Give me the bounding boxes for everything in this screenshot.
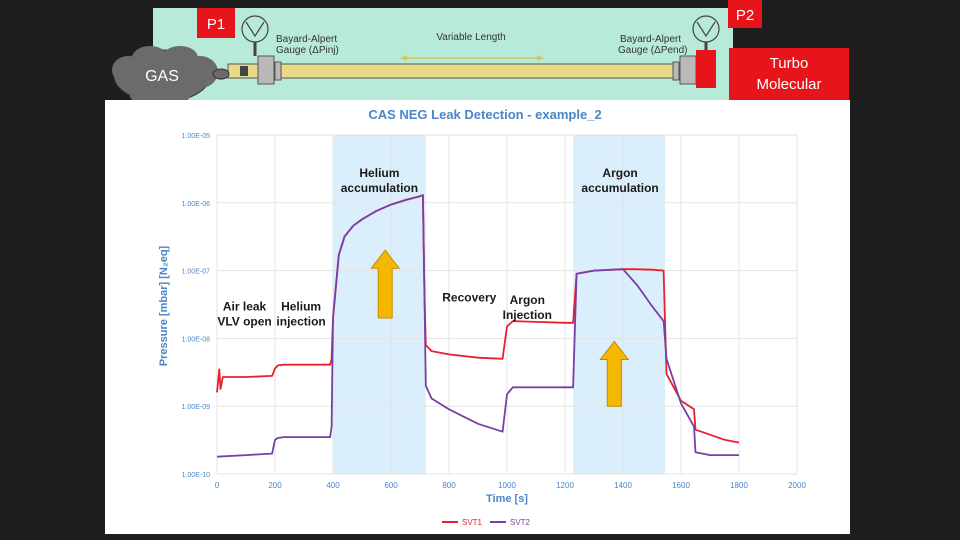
y-tick-label: 1.00E-09 — [182, 404, 211, 411]
annotation-2: Air leak — [223, 299, 267, 313]
p2-box — [728, 0, 762, 28]
x-tick-label: 1800 — [730, 481, 748, 490]
up-arrow-icon — [599, 340, 630, 407]
pump-label-line2: Molecular — [756, 76, 821, 93]
annotation-5: Argon — [510, 293, 545, 307]
gauge-right-icon — [692, 15, 720, 50]
x-tick-label: 400 — [326, 481, 340, 490]
variable-length-arrowhead-right — [537, 55, 544, 61]
pipe — [227, 63, 709, 79]
x-tick-label: 1400 — [614, 481, 632, 490]
legend-label-svt1: SVT1 — [462, 518, 483, 527]
x-axis-label: Time [s] — [486, 493, 528, 505]
flange-left-2 — [274, 61, 282, 81]
annotation-1: accumulation — [581, 181, 658, 195]
gauge-right-line2: Gauge (ΔPend) — [618, 45, 688, 56]
annotation-0: accumulation — [341, 181, 418, 195]
x-tick-label: 1600 — [672, 481, 690, 490]
variable-length-arrowhead-left — [400, 55, 407, 61]
flange-left — [257, 55, 275, 85]
gauge-left-line1: Bayard-Alpert — [276, 34, 337, 45]
p1-box — [197, 8, 235, 38]
annotation-2: VLV open — [217, 314, 271, 328]
y-tick-label: 1.00E-07 — [182, 269, 211, 276]
y-tick-label: 1.00E-08 — [182, 336, 211, 343]
annotation-0: Helium — [359, 166, 399, 180]
x-tick-label: 2000 — [788, 481, 806, 490]
y-tick-label: 1.00E-05 — [182, 133, 211, 140]
series-line-svt2 — [216, 194, 739, 458]
pump-port — [696, 50, 716, 88]
x-tick-label: 1000 — [498, 481, 516, 490]
y-axis-label: Pressure [mbar] [N₂eq] — [158, 245, 170, 366]
gas-label: GAS — [145, 68, 179, 85]
p1-label: P1 — [207, 16, 225, 33]
pipe-joint-left — [240, 66, 248, 76]
chart-panel — [105, 100, 850, 534]
x-tick-label: 800 — [442, 481, 456, 490]
annotation-5: Injection — [503, 308, 552, 322]
gauge-left-line2: Gauge (ΔPinj) — [276, 45, 339, 56]
flange-right-2 — [672, 61, 680, 81]
variable-length-label: Variable Length — [436, 32, 505, 43]
y-tick-label: 1.00E-06 — [182, 201, 211, 208]
x-tick-label: 200 — [268, 481, 282, 490]
annotation-3: Helium — [281, 299, 321, 313]
gauge-right-line1: Bayard-Alpert — [620, 34, 681, 45]
chart-title: CAS NEG Leak Detection - example_2 — [368, 107, 601, 122]
x-tick-label: 600 — [384, 481, 398, 490]
legend-label-svt2: SVT2 — [510, 518, 531, 527]
schematic-panel — [153, 8, 733, 100]
shaded-region-1 — [573, 135, 666, 474]
x-tick-label: 0 — [215, 481, 220, 490]
p2-label: P2 — [736, 7, 754, 24]
pump-label-line1: Turbo — [770, 55, 809, 72]
x-tick-label: 1200 — [556, 481, 574, 490]
chart-plot: 0 200 400 600 800 1000 1200 1400 1600 1800 2000 1.0… — [182, 133, 807, 527]
flange-right — [679, 55, 697, 85]
gauge-left-icon — [241, 15, 269, 56]
gas-inlet — [212, 68, 230, 80]
y-tick-label: 1.00E-10 — [182, 472, 211, 479]
annotation-1: Argon — [602, 166, 637, 180]
annotation-3: injection — [276, 314, 325, 328]
up-arrow-icon — [370, 249, 401, 319]
annotation-4: Recovery — [442, 291, 496, 305]
